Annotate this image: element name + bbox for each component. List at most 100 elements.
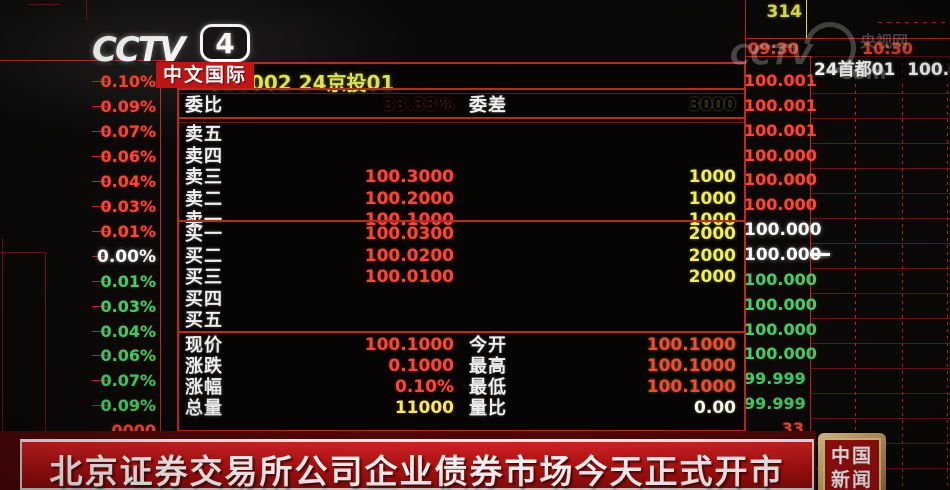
percent-axis-value: 0.09% [100,396,156,416]
grid-line [810,56,811,490]
price-axis-value: 100.001 [744,71,817,90]
summary-value: 0.00 [694,398,736,418]
grid-line [745,38,950,39]
grid-line [810,118,950,119]
buy-row[interactable]: 买二 100.0200 2000 [179,246,744,267]
summary-value: 11000 [394,398,454,418]
sell-row[interactable]: 卖三 100.3000 1000 [179,167,744,188]
buy-row[interactable]: 买四 [179,289,744,310]
grid-line [0,252,46,253]
separator [179,88,744,90]
summary-label: 涨幅 [185,377,223,398]
badge-line2: 新闻 [830,469,873,490]
percent-axis-value: 0.06% [100,346,156,366]
grid-line [92,81,108,82]
grid-line [92,105,108,107]
percent-axis-value: 0.01% [100,271,156,291]
sell-row[interactable]: 卖二 100.2000 1000 [179,189,744,210]
separator [179,331,744,333]
sell-row[interactable]: 卖五 [179,124,744,145]
buy-volume: 2000 [688,224,736,244]
summary-row: 涨跌 0.1000 最高 100.1000 [179,356,744,377]
weicha-value: 3000 [688,95,736,115]
security-name: 24京投01 [298,71,395,95]
percent-axis-value: 0.04% [100,321,156,341]
grid-line [92,305,108,307]
crosshair-price: 100.0000 [907,60,950,80]
china-news-badge-text: 中国 新闻 [823,438,881,490]
price-axis-value: 99.999 [744,369,806,389]
sell-price: 100.3000 [364,167,454,187]
grid-line [92,130,108,132]
badge-line1: 中国 [830,445,873,467]
grid-line [92,155,108,157]
grid-line [92,330,108,332]
grid-line [92,230,108,232]
grid-line [810,368,950,369]
percent-axis-value: 0.04% [100,171,156,191]
separator [179,117,744,119]
summary-label: 量比 [469,398,507,419]
time-axis-1030: 10:30 [862,39,913,58]
percent-axis-value: 0.07% [100,371,156,391]
current-price-dash [810,252,830,256]
volume-scale-label: 314 [766,2,803,22]
grid-line [810,168,950,169]
buy-row[interactable]: 买一 100.0300 2000 [179,224,744,245]
grid-line [28,4,60,5]
news-banner: 北京证券交易所公司企业债券市场今天正式开市 [20,439,814,490]
buy-label: 买二 [185,245,223,267]
buy-label: 买四 [185,288,223,310]
grid-line [810,318,950,319]
grid-line [92,355,108,357]
weibi-value: 33.33% [383,95,454,115]
grid-line [0,60,177,61]
percent-axis-value: 0.06% [100,146,156,166]
grid-line [92,405,108,407]
buy-row[interactable]: 买三 100.0100 2000 [179,267,744,288]
grid-line [92,380,108,382]
grid-line [806,0,807,38]
sell-row[interactable]: 卖四 [179,146,744,167]
weicha-label: 委差 [469,95,507,116]
separator [179,122,744,123]
grid-line [810,243,950,244]
weibi-row: 委比 33.33% 委差 3000 [179,95,744,116]
grid-line [810,193,950,194]
summary-row: 涨幅 0.10% 最低 100.1000 [179,377,744,398]
summary-row: 总量 11000 量比 0.00 [179,398,744,419]
buy-row[interactable]: 买五 [179,310,744,331]
price-axis-value: 100.000 [744,269,817,289]
quote-panel: Q821002 24京投01 委比 33.33% 委差 3000 卖五卖四卖三1… [177,62,746,432]
summary-label: 总量 [185,398,223,419]
time-axis-0930: 09:30 [748,39,799,58]
summary-value: 100.1000 [646,335,736,355]
summary-label: 涨跌 [185,356,223,377]
grid-line [92,255,108,257]
crosshair-instrument-name: 24首都01 [814,60,896,80]
price-axis-value: 100.001 [744,120,817,140]
percent-axis-value: 0.03% [100,196,156,216]
grid-line [878,22,950,23]
buy-price: 100.0100 [364,267,454,287]
sell-label: 卖二 [185,188,223,210]
channel-subtitle: 中文国际 [156,62,254,88]
summary-value: 100.1000 [646,377,736,397]
summary-label: 现价 [185,335,223,356]
weibi-label: 委比 [185,95,223,116]
buy-volume: 2000 [688,245,736,266]
summary-label: 最低 [469,377,507,398]
summary-value: 100.1000 [364,335,454,355]
grid-line [810,293,950,294]
sell-label: 卖五 [185,124,223,145]
grid-line [810,218,950,219]
buy-label: 买一 [185,224,223,245]
percent-axis-value: 0.10% [100,72,156,91]
grid-line [745,0,746,62]
grid-line [810,418,950,419]
grid-line [810,343,950,344]
sell-label: 卖三 [185,167,223,188]
buy-volume: 2000 [688,267,736,287]
percent-axis-value: 0.00% [97,246,156,267]
summary-row: 现价 100.1000 今开 100.1000 [179,335,744,356]
